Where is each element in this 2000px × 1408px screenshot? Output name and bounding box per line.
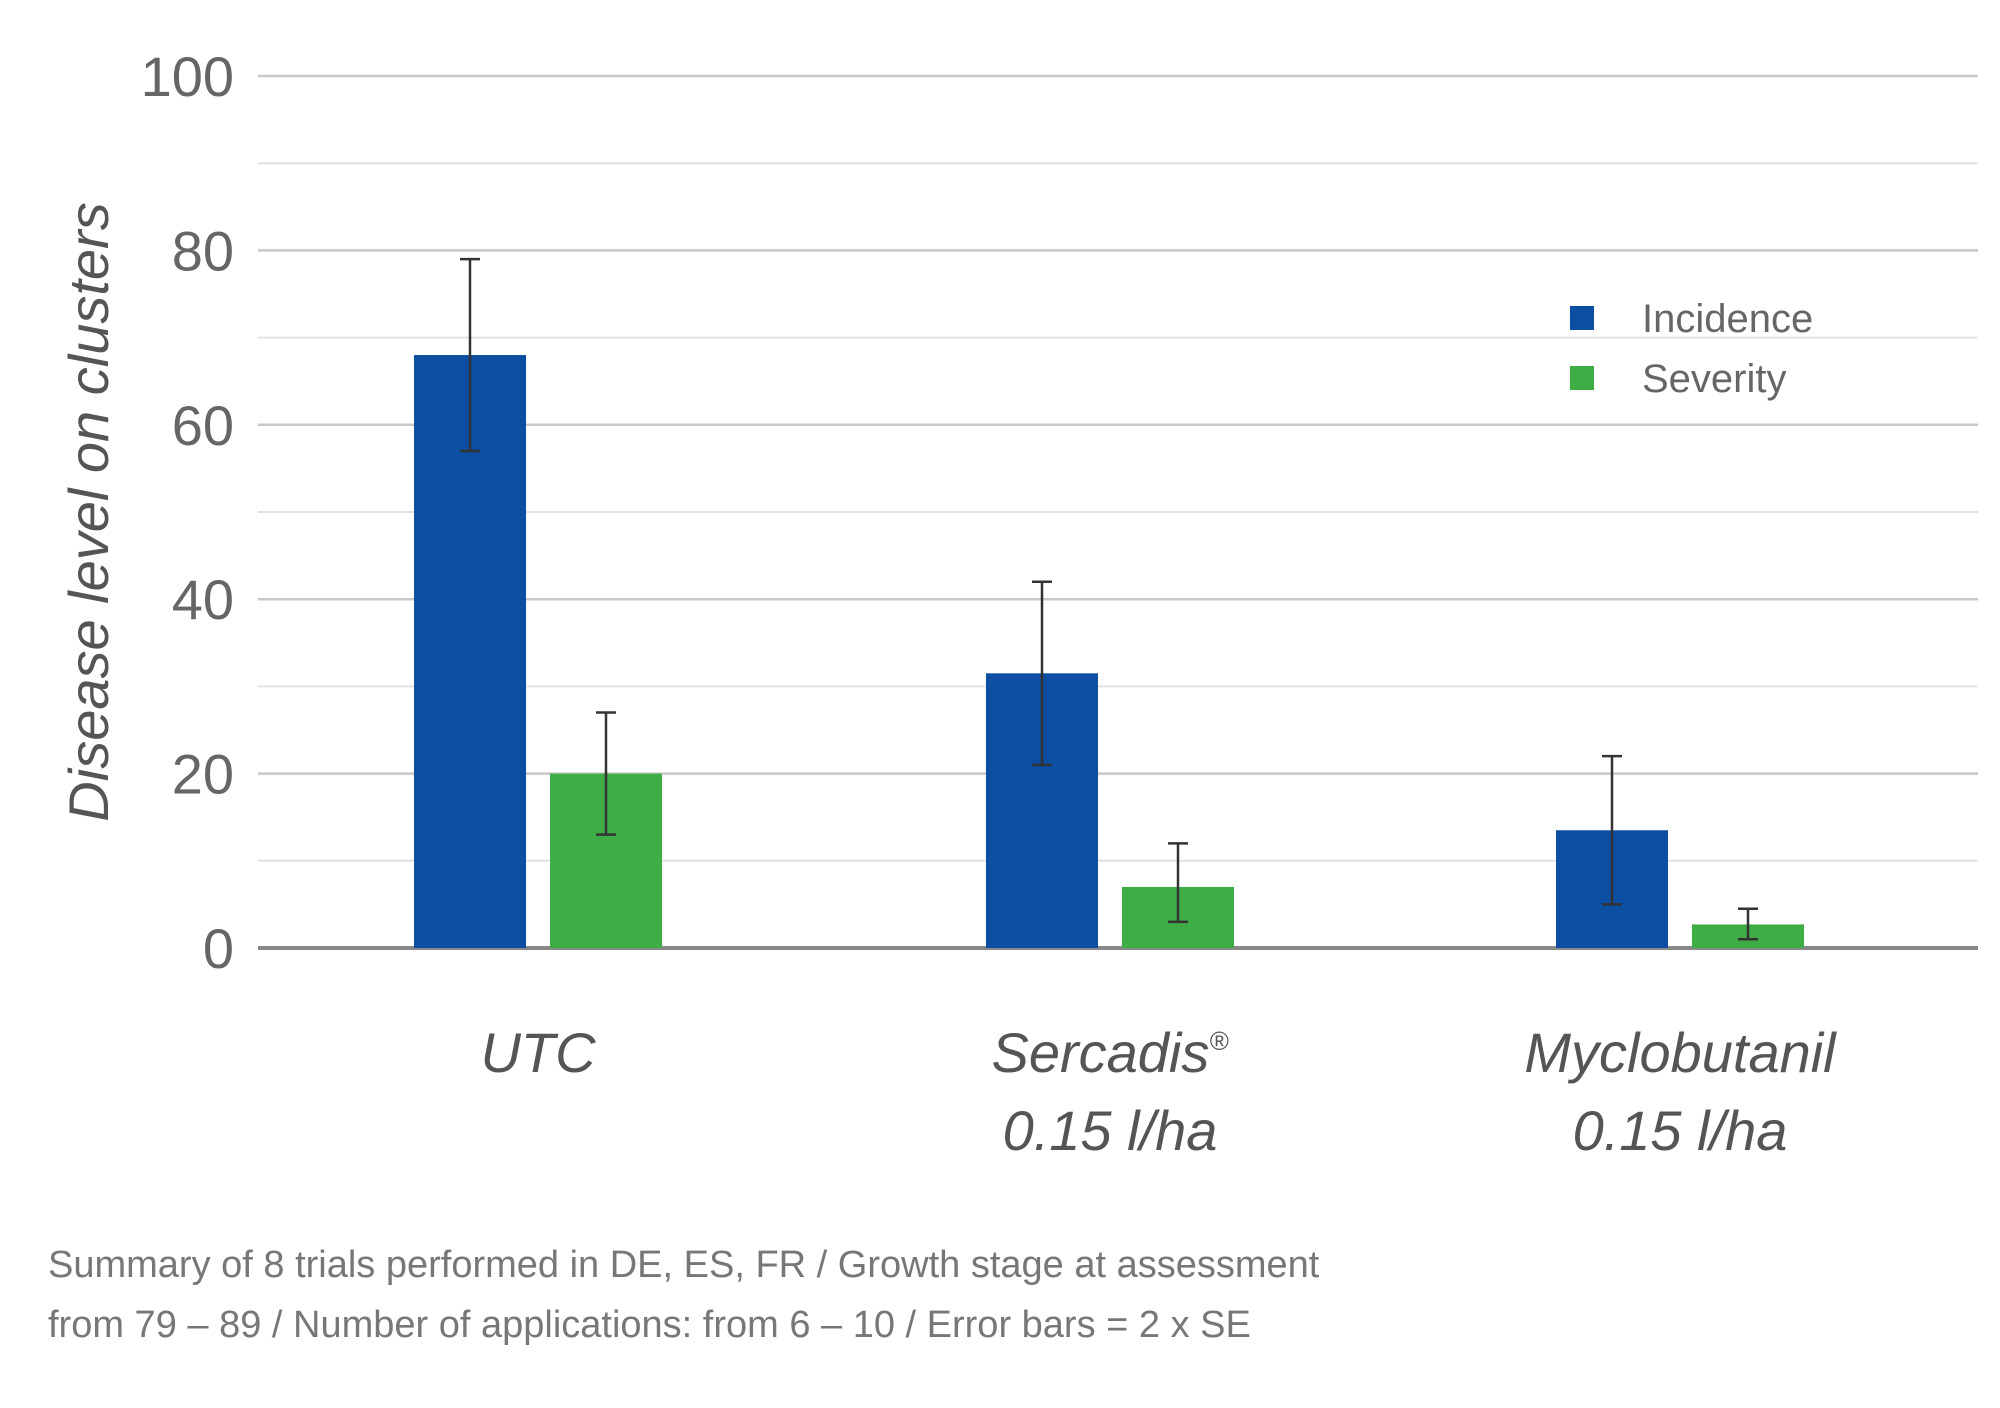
x-axis-labels: UTC Sercadis® 0.15 l/ha Myclobutanil 0.15 l/… bbox=[480, 1021, 1837, 1162]
footnote-line-2: from 79 – 89 / Number of applications: f… bbox=[48, 1304, 1251, 1346]
y-axis: 0 20 40 60 80 100 bbox=[141, 45, 234, 980]
y-tick-label: 100 bbox=[141, 45, 234, 108]
legend-label-incidence: Incidence bbox=[1642, 297, 1813, 341]
x-category-label: 0.15 l/ha bbox=[1573, 1099, 1788, 1162]
x-category-label: Sercadis® bbox=[991, 1021, 1229, 1084]
legend: Incidence Severity bbox=[1570, 297, 1813, 401]
registered-mark: ® bbox=[1209, 1026, 1229, 1056]
x-category-label: UTC bbox=[480, 1021, 596, 1084]
y-tick-label: 0 bbox=[203, 917, 234, 980]
legend-swatch-severity bbox=[1570, 366, 1594, 390]
gridlines bbox=[258, 74, 1978, 950]
legend-label-severity: Severity bbox=[1642, 357, 1787, 401]
error-bars bbox=[460, 257, 1758, 941]
bar-incidence bbox=[414, 355, 526, 948]
y-tick-label: 80 bbox=[172, 219, 234, 282]
y-tick-label: 20 bbox=[172, 743, 234, 806]
footnote: Summary of 8 trials performed in DE, ES,… bbox=[48, 1235, 1748, 1355]
y-axis-title: Disease level on clusters bbox=[57, 202, 120, 821]
legend-swatch-incidence bbox=[1570, 306, 1594, 330]
y-tick-label: 60 bbox=[172, 394, 234, 457]
bars bbox=[414, 355, 1804, 948]
footnote-line-1: Summary of 8 trials performed in DE, ES,… bbox=[48, 1244, 1320, 1286]
x-category-label: 0.15 l/ha bbox=[1003, 1099, 1218, 1162]
y-tick-label: 40 bbox=[172, 568, 234, 631]
x-category-label: Myclobutanil bbox=[1524, 1021, 1837, 1084]
